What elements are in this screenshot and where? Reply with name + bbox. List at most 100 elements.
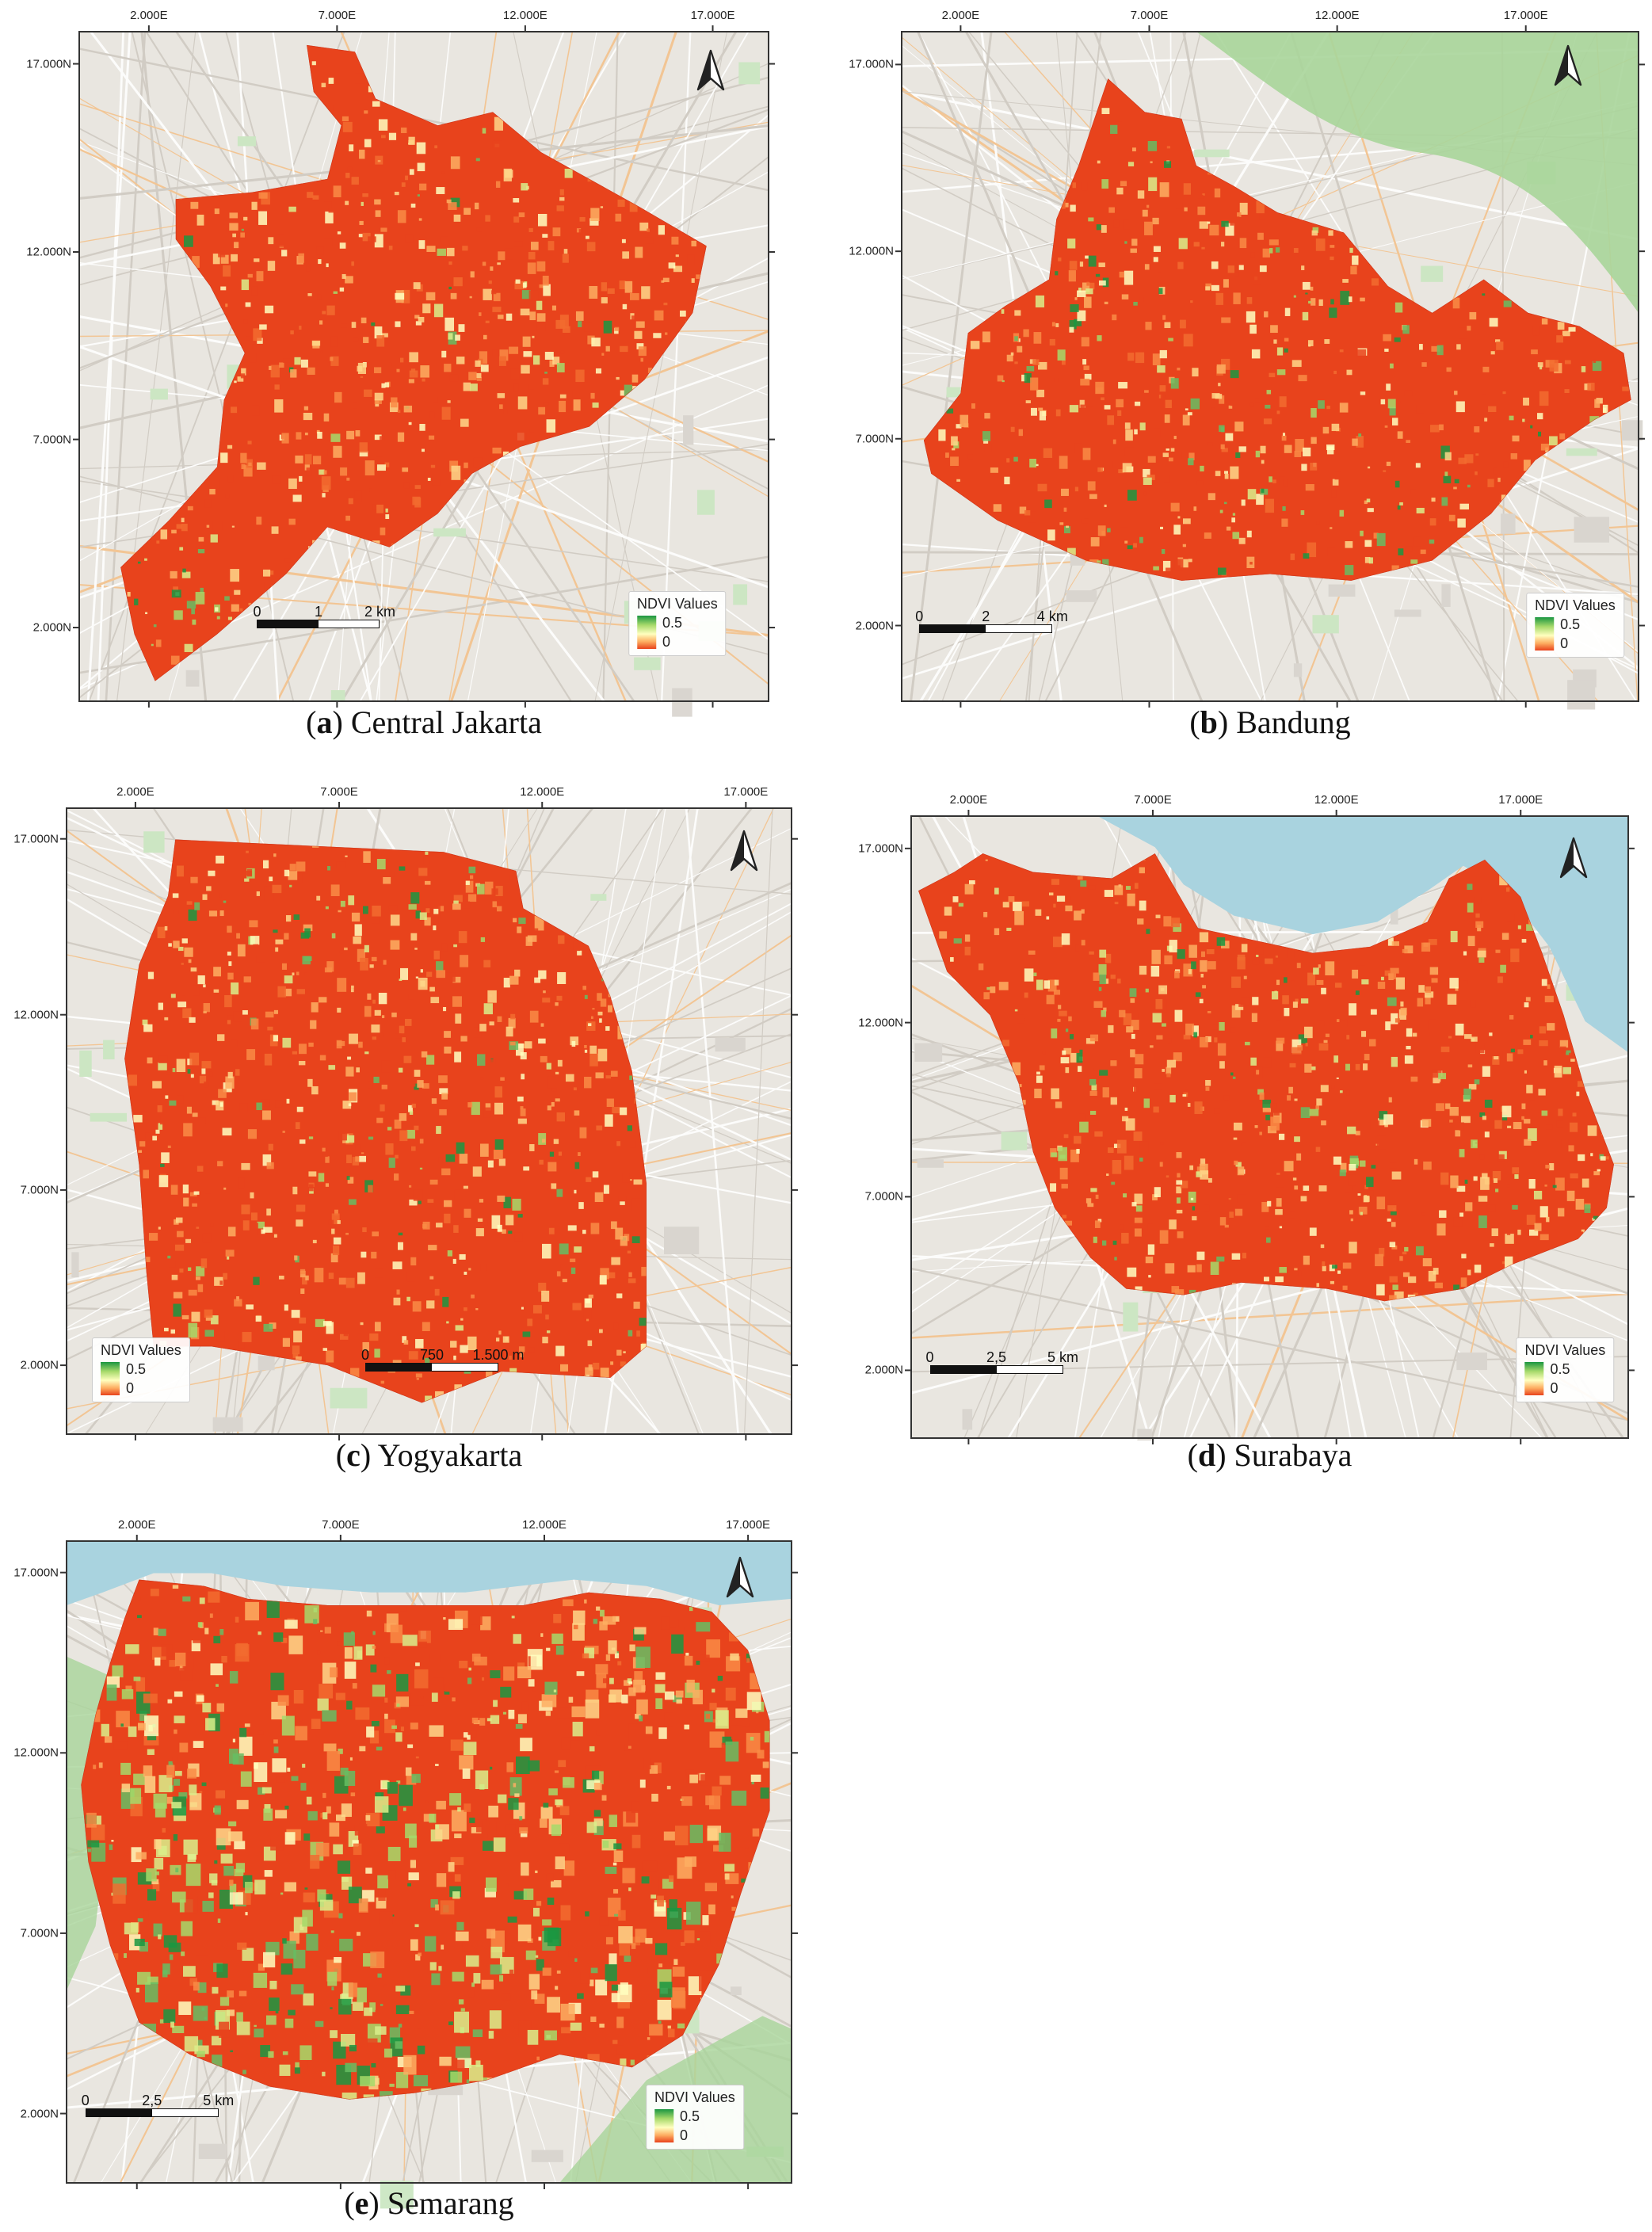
- y-tick-label: 17.000N: [858, 841, 903, 856]
- y-tick-label: 17.000N: [849, 57, 894, 71]
- y-tick-label: 2.000N: [32, 620, 71, 635]
- scale-label: 0: [925, 1349, 934, 1365]
- map-canvas: [60, 802, 798, 1440]
- x-tick-label: 2.000E: [130, 9, 168, 22]
- map-panel-a: NDVI Values 0.5 0 0 1 2 km (a) Central Jak…: [26, 10, 775, 740]
- scale-bar: 0 1 2 km: [253, 604, 395, 629]
- legend-title: NDVI Values: [101, 1341, 181, 1358]
- map-panel-d: NDVI Values 0.5 0 0 2,5 5 km (d) Surabaya …: [858, 794, 1635, 1473]
- legend-title: NDVI Values: [1524, 1341, 1606, 1358]
- y-tick-label: 2.000N: [20, 1358, 59, 1372]
- map-frame: [78, 31, 769, 702]
- scale-label: 5 km: [203, 2093, 235, 2109]
- y-tick-label: 17.000N: [26, 57, 71, 71]
- vegetation-area: [1196, 32, 1639, 313]
- x-tick-label: 7.000E: [1134, 793, 1172, 807]
- legend-color-ramp: [1535, 617, 1555, 651]
- y-tick-label: 7.000N: [855, 432, 894, 446]
- x-tick-label: 7.000E: [318, 9, 357, 22]
- legend-min-label: 0: [126, 1379, 135, 1396]
- y-tick-label: 12.000N: [849, 244, 894, 258]
- scale-label: 750: [419, 1346, 444, 1363]
- scale-label: 2: [982, 608, 990, 624]
- legend-color-ramp: [1524, 1361, 1544, 1395]
- scale-label: 4 km: [1036, 608, 1068, 624]
- legend-color-ramp: [654, 2109, 674, 2143]
- y-tick-label: 7.000N: [32, 433, 71, 447]
- map-panel-b: NDVI Values 0.5 0 0 2 4 km (b) Bandung 2.0…: [849, 10, 1645, 740]
- graticule-ticks: [60, 802, 798, 1440]
- graticule-ticks: [895, 25, 1645, 708]
- y-tick-label: 2.000N: [864, 1363, 903, 1377]
- y-tick-label: 12.000N: [13, 1746, 59, 1760]
- north-arrow-icon: [731, 830, 758, 872]
- map-frame: [66, 807, 792, 1435]
- x-tick-label: 12.000E: [1314, 793, 1359, 807]
- legend-min-label: 0: [1550, 1379, 1559, 1396]
- map-frame: [901, 31, 1639, 702]
- legend-color-ramp: [637, 615, 657, 649]
- map-frame: [910, 815, 1629, 1439]
- x-tick-label: 12.000E: [1314, 9, 1360, 22]
- map-panel-e: NDVI Values 0.5 0 0 2,5 5 km (e) Semarang …: [13, 1519, 798, 2221]
- scale-bar: 0 2,5 5 km: [82, 2093, 234, 2118]
- x-tick-label: 12.000E: [520, 785, 565, 799]
- scale-label: 5 km: [1047, 1349, 1079, 1365]
- ndvi-raster: [124, 839, 647, 1403]
- north-arrow-icon: [726, 1556, 754, 1598]
- water-body: [67, 1541, 792, 1605]
- caption-text: Central Jakarta: [350, 704, 542, 740]
- x-tick-label: 17.000E: [690, 9, 735, 22]
- caption-letter: e: [354, 2185, 369, 2221]
- map-panel-c: NDVI Values 0.5 0 0 750 1.500 m (c) Yogyak…: [13, 786, 798, 1473]
- scale-label: 0: [915, 608, 924, 624]
- x-tick-label: 7.000E: [1130, 9, 1169, 22]
- scale-label: 0: [253, 604, 261, 620]
- x-tick-label: 2.000E: [117, 1518, 156, 1532]
- scale-bar: 0 2,5 5 km: [926, 1349, 1078, 1374]
- legend-min-label: 0: [662, 633, 671, 650]
- map-canvas: [73, 25, 775, 717]
- north-arrow-icon: [1554, 45, 1582, 86]
- caption-text: Yogyakarta: [377, 1437, 523, 1473]
- x-tick-label: 7.000E: [322, 1518, 360, 1532]
- x-tick-label: 17.000E: [723, 785, 769, 799]
- map-canvas: [60, 1535, 798, 2209]
- legend-color-ramp: [101, 1361, 120, 1395]
- legend-max-label: 0.5: [662, 614, 683, 631]
- legend-min-label: 0: [680, 2127, 689, 2144]
- ndvi-legend: NDVI Values 0.5 0: [628, 590, 727, 656]
- map-frame: [66, 1540, 792, 2184]
- caption-letter: a: [316, 704, 333, 740]
- scale-label: 2,5: [142, 2093, 162, 2109]
- x-tick-label: 2.000E: [949, 793, 988, 807]
- y-tick-label: 12.000N: [13, 1008, 59, 1022]
- caption-letter: b: [1200, 704, 1218, 740]
- scale-label: 2 km: [364, 604, 395, 620]
- y-tick-label: 2.000N: [855, 619, 894, 632]
- legend-title: NDVI Values: [654, 2089, 735, 2106]
- graticule-ticks: [73, 25, 775, 708]
- caption-letter: c: [346, 1437, 361, 1473]
- map-canvas: [895, 25, 1645, 710]
- y-tick-label: 12.000N: [858, 1016, 903, 1030]
- caption-text: Surabaya: [1234, 1437, 1353, 1473]
- panel-caption: (a) Central Jakarta: [306, 704, 542, 740]
- x-tick-label: 12.000E: [502, 9, 547, 22]
- legend-title: NDVI Values: [637, 595, 718, 612]
- ndvi-legend: NDVI Values 0.5 0: [92, 1337, 190, 1402]
- y-tick-label: 12.000N: [26, 245, 71, 259]
- y-tick-label: 17.000N: [13, 832, 59, 846]
- legend-max-label: 0.5: [1550, 1360, 1570, 1377]
- panel-caption: (c) Yogyakarta: [335, 1437, 523, 1473]
- caption-text: Bandung: [1236, 704, 1351, 740]
- scale-label: 0: [361, 1346, 369, 1363]
- x-tick-label: 2.000E: [941, 9, 980, 22]
- scale-bar: 0 750 1.500 m: [361, 1346, 524, 1372]
- scale-label: 1.500 m: [472, 1346, 525, 1363]
- scale-label: 1: [314, 604, 322, 620]
- y-tick-label: 7.000N: [20, 1183, 59, 1197]
- map-canvas: [905, 810, 1635, 1444]
- scale-label: 0: [81, 2093, 90, 2109]
- caption-text: Semarang: [387, 2185, 514, 2221]
